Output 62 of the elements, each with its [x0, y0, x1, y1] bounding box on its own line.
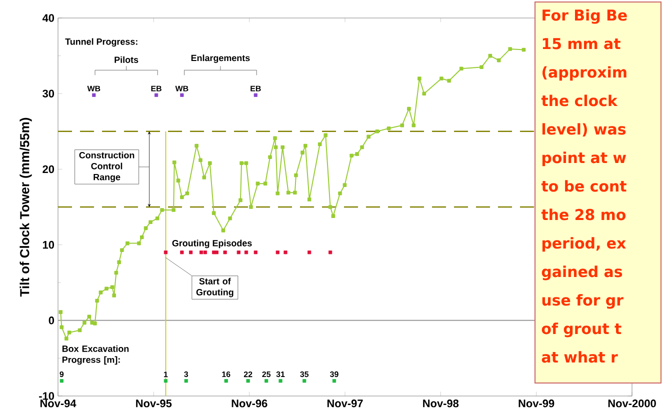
point [214, 250, 218, 254]
annotation: Start of Grouting [196, 278, 234, 298]
x-tick-label: Nov-98 [423, 400, 459, 408]
point [284, 250, 288, 254]
annotation: Enlargements [191, 54, 250, 63]
point [184, 379, 188, 383]
series-label: Grouting Episodes [172, 240, 252, 248]
annotation: Tunnel Progress: [65, 38, 138, 47]
annotation: of grout t [542, 322, 622, 338]
y-tick-label: 40 [42, 14, 54, 22]
point [60, 379, 64, 383]
point [254, 250, 258, 254]
annotation: For Big Be [542, 9, 627, 24]
point [223, 250, 227, 254]
point [244, 250, 248, 254]
point [189, 250, 193, 254]
x-tick-label: Nov-94 [40, 400, 76, 408]
annotation: to be cont [541, 180, 626, 192]
point [203, 250, 207, 254]
x-tick-label: Nov-2000 [608, 400, 656, 408]
point [302, 379, 306, 383]
point [180, 250, 184, 254]
annotation: gained as [542, 266, 622, 280]
point [164, 250, 168, 254]
y-tick-label: 0 [48, 316, 54, 324]
annotation: 15 mm at [542, 38, 620, 50]
point [276, 250, 280, 254]
point [224, 379, 228, 383]
point [246, 379, 250, 383]
annotation: at what r [542, 351, 618, 363]
annotation: Construction Control Range [79, 152, 134, 182]
point [180, 93, 184, 97]
point [92, 93, 96, 97]
annotation: the clock [541, 94, 618, 106]
point [278, 379, 282, 383]
annotation: Pilots [114, 56, 138, 63]
point [332, 379, 336, 383]
point [254, 93, 258, 97]
point [154, 93, 158, 97]
point [236, 250, 240, 254]
point [308, 250, 312, 254]
annotation: use for gr [542, 294, 624, 309]
series-label: Box Excavation Progress [m]: [62, 345, 129, 365]
point [212, 250, 216, 254]
y-tick-label: 10 [42, 240, 54, 249]
annotation: period, ex [542, 237, 626, 252]
point [199, 250, 204, 254]
y-axis-title: Tilt of Clock Tower (mm/55m) [20, 118, 32, 297]
point [264, 379, 268, 383]
point [328, 250, 332, 254]
x-tick-label: Nov-95 [136, 400, 172, 408]
x-tick-label: Nov-96 [232, 400, 268, 408]
annotation: the 28 mo [541, 208, 626, 220]
y-tick-label: 30 [42, 90, 54, 98]
annotation: (approxim [542, 66, 626, 81]
y-tick-label: -10 [39, 392, 54, 400]
annotation: level) was [542, 123, 626, 136]
point [164, 379, 168, 383]
x-tick-label: Nov-97 [327, 400, 363, 408]
annotation: point at w [542, 152, 626, 166]
x-tick-label: Nov-99 [518, 400, 554, 408]
y-tick-label: 20 [42, 165, 54, 174]
